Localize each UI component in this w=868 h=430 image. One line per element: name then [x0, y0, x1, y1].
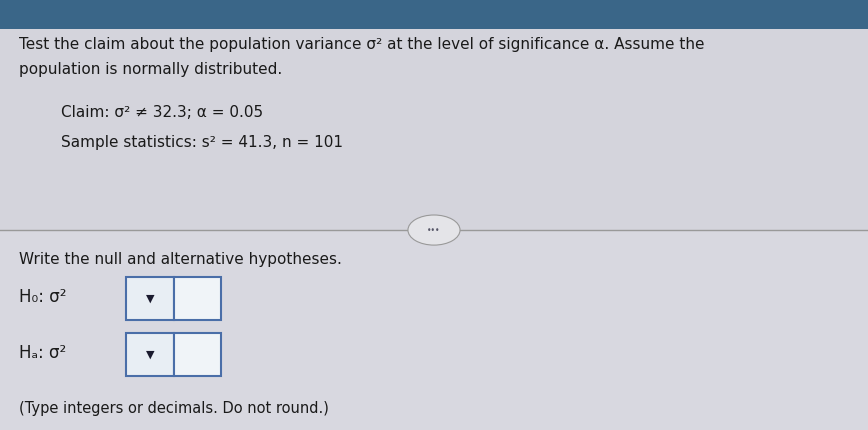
FancyBboxPatch shape — [0, 29, 868, 230]
Text: H₀: σ²: H₀: σ² — [19, 288, 67, 306]
FancyBboxPatch shape — [126, 333, 174, 376]
Text: Sample statistics: s² = 41.3, n = 101: Sample statistics: s² = 41.3, n = 101 — [61, 135, 343, 150]
Text: (Type integers or decimals. Do not round.): (Type integers or decimals. Do not round… — [19, 401, 329, 416]
Text: Hₐ: σ²: Hₐ: σ² — [19, 344, 66, 362]
Text: ▼: ▼ — [146, 350, 154, 360]
FancyBboxPatch shape — [126, 277, 174, 320]
Text: ▼: ▼ — [146, 294, 154, 304]
FancyBboxPatch shape — [0, 0, 868, 29]
Text: Write the null and alternative hypotheses.: Write the null and alternative hypothese… — [19, 252, 342, 267]
FancyBboxPatch shape — [174, 277, 221, 320]
Text: Claim: σ² ≠ 32.3; α = 0.05: Claim: σ² ≠ 32.3; α = 0.05 — [61, 105, 263, 120]
FancyBboxPatch shape — [0, 230, 868, 430]
Ellipse shape — [408, 215, 460, 245]
Text: population is normally distributed.: population is normally distributed. — [19, 62, 282, 77]
Text: Test the claim about the population variance σ² at the level of significance α. : Test the claim about the population vari… — [19, 37, 705, 52]
FancyBboxPatch shape — [174, 333, 221, 376]
Text: •••: ••• — [427, 226, 441, 234]
